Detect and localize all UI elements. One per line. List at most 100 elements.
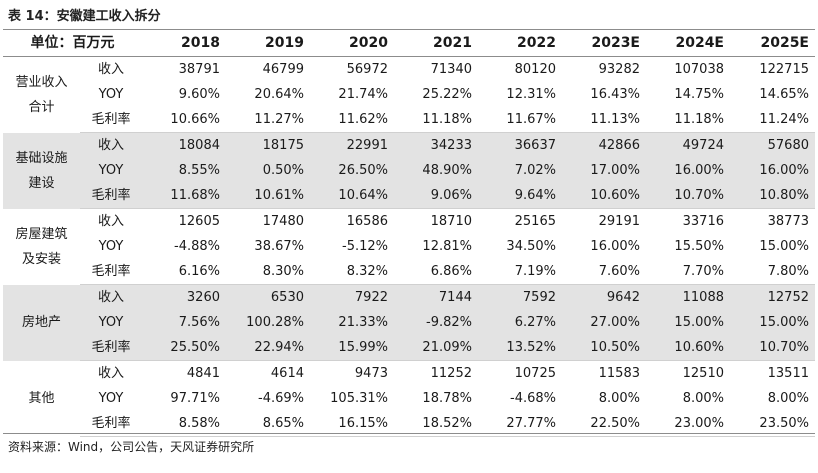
value-cell: 18175 bbox=[226, 132, 310, 158]
segment-name-line: 合计 bbox=[28, 99, 55, 115]
value-cell: 34233 bbox=[394, 132, 478, 158]
metric-label: YOY bbox=[80, 310, 142, 335]
value-cell: 23.00% bbox=[646, 411, 730, 437]
value-cell: 8.65% bbox=[226, 411, 310, 437]
year-header: 2024E bbox=[646, 30, 730, 57]
metric-label: 毛利率 bbox=[80, 259, 142, 285]
value-cell: 4614 bbox=[270, 366, 304, 381]
value-cell: 22.94% bbox=[226, 335, 310, 361]
value-cell: 10.70% bbox=[730, 335, 815, 361]
value-cell: 11.18% bbox=[394, 107, 478, 133]
year-header: 2022 bbox=[478, 30, 562, 57]
value-cell: 15.00% bbox=[759, 239, 809, 254]
value-cell: 38791 bbox=[178, 62, 220, 77]
segment-name-line: 房屋建筑 bbox=[15, 226, 68, 242]
value-cell: 9.60% bbox=[178, 87, 220, 102]
value-cell: 97.71% bbox=[170, 391, 220, 406]
value-cell: 9473 bbox=[354, 366, 388, 381]
value-cell: 11.62% bbox=[310, 107, 394, 133]
table-row: 房地产 收入 3260 6530 7922 7144 7592 9642 11088 12752 bbox=[3, 284, 815, 361]
value-cell: 16.00% bbox=[646, 158, 730, 183]
value-cell: 13.52% bbox=[478, 335, 562, 361]
value-cell: 10.60% bbox=[646, 335, 730, 361]
value-cell: 46799 bbox=[262, 62, 304, 77]
table-row: 房屋建筑 及安装 收入 12605 17480 16586 18710 25165 29191 3… bbox=[3, 209, 815, 267]
segment-name-line: 营业收入 bbox=[15, 74, 68, 90]
value-cell: 27.00% bbox=[562, 310, 646, 335]
table-body: 营业收入 合计 收入 38791 46799 56972 71340 80120 93282 10… bbox=[3, 57, 815, 437]
table-row: 基础设施 建设 收入 18084 18175 22991 34233 36637 42866 49… bbox=[3, 132, 815, 209]
revenue-breakdown-table: 单位：百万元 2018 2019 2020 2021 2022 2023E 20… bbox=[3, 30, 815, 437]
value-cell: 10.60% bbox=[562, 183, 646, 209]
table-row: 毛利率 6.16% 8.30% 8.32% 6.86% 7.19% 7.60% 7.70% 7.… bbox=[3, 259, 815, 285]
value-cell: 105.31% bbox=[330, 391, 388, 406]
value-cell: 9.64% bbox=[478, 183, 562, 209]
table-row: YOY 8.55% 0.50% 26.50% 48.90% 7.02% 17.00% 16.0… bbox=[3, 158, 815, 183]
table-row: YOY 97.71% -4.69% 105.31% 18.78% -4.68% 8.00% 8… bbox=[3, 386, 815, 411]
value-cell: 38773 bbox=[767, 214, 809, 229]
value-cell: 27.77% bbox=[478, 411, 562, 437]
table-row: YOY -4.88% 38.67% -5.12% 12.81% 34.50% 16.00% 1… bbox=[3, 234, 815, 259]
value-cell: 11.68% bbox=[142, 183, 226, 209]
value-cell: 10.61% bbox=[226, 183, 310, 209]
header-row: 单位：百万元 2018 2019 2020 2021 2022 2023E 20… bbox=[3, 30, 815, 57]
year-header: 2020 bbox=[310, 30, 394, 57]
value-cell: 7922 bbox=[310, 284, 394, 310]
value-cell: -9.82% bbox=[394, 310, 478, 335]
value-cell: 10.50% bbox=[562, 335, 646, 361]
year-header: 2025E bbox=[730, 30, 815, 57]
value-cell: 10725 bbox=[514, 366, 556, 381]
source-note: 资料来源：Wind，公司公告，天风证券研究所 bbox=[8, 440, 255, 454]
value-cell: 21.33% bbox=[310, 310, 394, 335]
value-cell: 11.13% bbox=[562, 107, 646, 133]
value-cell: 33716 bbox=[682, 214, 724, 229]
value-cell: 4841 bbox=[186, 366, 220, 381]
segment-name-line: 房地产 bbox=[21, 315, 61, 330]
segment-name-line: 其他 bbox=[28, 391, 55, 406]
value-cell: 13511 bbox=[767, 366, 809, 381]
value-cell: 107038 bbox=[674, 62, 724, 77]
value-cell: 7.56% bbox=[142, 310, 226, 335]
segment-name: 营业收入 合计 bbox=[3, 57, 80, 133]
metric-label: 收入 bbox=[97, 366, 124, 381]
value-cell: 56972 bbox=[346, 62, 388, 77]
value-cell: -4.69% bbox=[258, 391, 304, 406]
metric-label: 毛利率 bbox=[80, 107, 142, 133]
value-cell: 17480 bbox=[262, 214, 304, 229]
value-cell: 34.50% bbox=[506, 239, 556, 254]
value-cell: 7.80% bbox=[730, 259, 815, 285]
table-row: YOY 7.56% 100.28% 21.33% -9.82% 6.27% 27.00% 15… bbox=[3, 310, 815, 335]
metric-label: 毛利率 bbox=[80, 183, 142, 209]
value-cell: 18.52% bbox=[394, 411, 478, 437]
segment-name-line: 基础设施 bbox=[15, 150, 68, 166]
year-header: 2021 bbox=[394, 30, 478, 57]
value-cell: -4.88% bbox=[174, 239, 220, 254]
year-header: 2023E bbox=[562, 30, 646, 57]
year-header: 2019 bbox=[226, 30, 310, 57]
value-cell: 16586 bbox=[346, 214, 388, 229]
value-cell: 23.50% bbox=[730, 411, 815, 437]
value-cell: 11583 bbox=[598, 366, 640, 381]
value-cell: 12605 bbox=[178, 214, 220, 229]
value-cell: 26.50% bbox=[310, 158, 394, 183]
value-cell: 22.50% bbox=[562, 411, 646, 437]
value-cell: -4.68% bbox=[510, 391, 556, 406]
value-cell: 10.66% bbox=[142, 107, 226, 133]
metric-label: 收入 bbox=[80, 284, 142, 310]
value-cell: 71340 bbox=[430, 62, 472, 77]
metric-label: 收入 bbox=[97, 62, 124, 77]
metric-label: 收入 bbox=[80, 132, 142, 158]
value-cell: 22991 bbox=[310, 132, 394, 158]
value-cell: 14.75% bbox=[674, 87, 724, 102]
value-cell: 16.43% bbox=[590, 87, 640, 102]
segment-name: 房屋建筑 及安装 bbox=[3, 209, 80, 285]
value-cell: 49724 bbox=[646, 132, 730, 158]
value-cell: 29191 bbox=[598, 214, 640, 229]
value-cell: 17.00% bbox=[562, 158, 646, 183]
table-row: 毛利率 11.68% 10.61% 10.64% 9.06% 9.64% 10.60% 10.… bbox=[3, 183, 815, 209]
value-cell: 12.31% bbox=[506, 87, 556, 102]
segment-name-line: 及安装 bbox=[21, 251, 61, 267]
metric-label: 收入 bbox=[97, 214, 124, 229]
value-cell: 7144 bbox=[394, 284, 478, 310]
value-cell: 6.27% bbox=[478, 310, 562, 335]
